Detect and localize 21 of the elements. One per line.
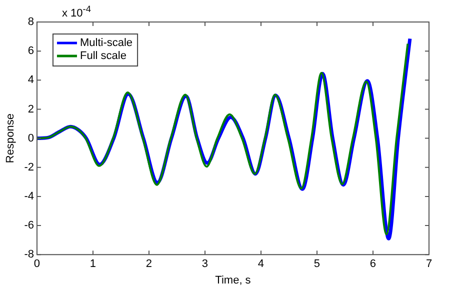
y-tick-label: 4: [28, 74, 34, 86]
y-tick-label: -4: [24, 190, 34, 202]
x-tick-label: 3: [202, 258, 208, 270]
y-tick-label: -2: [24, 161, 34, 174]
x-tick-label: 1: [90, 258, 96, 270]
x-tick-label: 5: [314, 258, 320, 270]
y-tick-label: 6: [28, 45, 34, 58]
y-tick-label: 8: [28, 16, 34, 28]
y-tick-label: -8: [24, 248, 34, 261]
x-tick-label: 7: [426, 258, 432, 270]
legend-label: Multi-scale: [80, 37, 133, 50]
y-tick-label: -6: [24, 220, 34, 232]
y-axis-title: Response: [4, 114, 17, 164]
x-tick-label: 4: [258, 258, 264, 270]
legend-label: Full scale: [80, 50, 126, 62]
x-axis-title: Time, s: [215, 274, 252, 286]
text: x 10$^{-4}$: [62, 4, 91, 20]
y-tick-label: 0: [28, 132, 34, 144]
y-tick-label: 2: [28, 103, 34, 116]
x-tick-label: 2: [146, 258, 152, 270]
x-tick-label: 6: [370, 258, 376, 270]
